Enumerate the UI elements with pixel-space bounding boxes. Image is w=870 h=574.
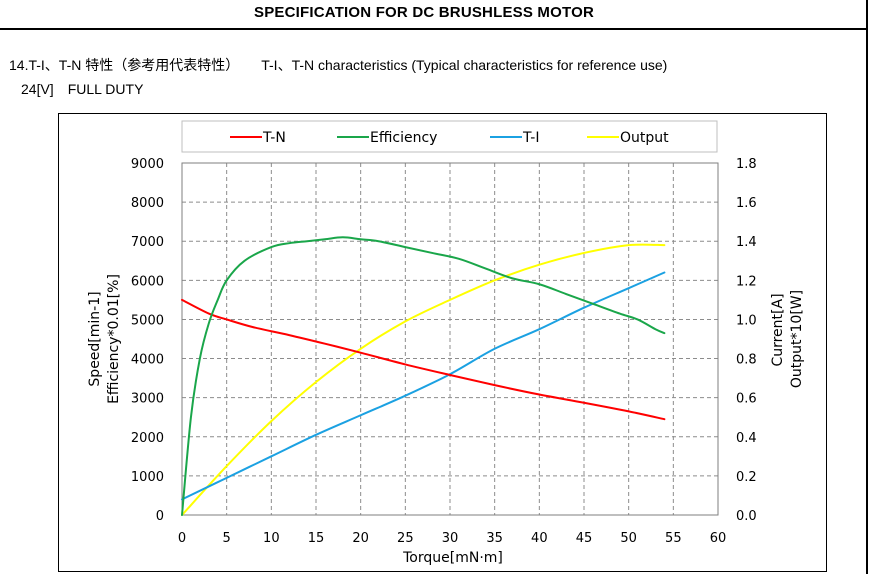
y-left-tick-label: 6000 bbox=[131, 274, 164, 289]
legend-label-t-n: T-N bbox=[262, 130, 286, 146]
y-right-tick-label: 1.8 bbox=[736, 157, 757, 172]
y-left-axis-label-speed: Speed[min-1] bbox=[87, 291, 103, 386]
x-tick-label: 35 bbox=[486, 531, 503, 546]
document-header: SPECIFICATION FOR DC BRUSHLESS MOTOR bbox=[0, 0, 868, 30]
plot-area-border bbox=[181, 162, 719, 516]
series-line-output bbox=[181, 243, 666, 516]
tick-labels: 0 5 10 15 20 25 30 35 40 45 50 55 60 0 1000 2000 3000 400… bbox=[131, 157, 757, 546]
y-left-tick-label: 4000 bbox=[131, 353, 164, 368]
voltage-label: 24[V] bbox=[21, 81, 54, 97]
grid-lines bbox=[182, 163, 718, 515]
y-left-tick-label: 7000 bbox=[131, 235, 164, 250]
y-right-tick-label: 1.4 bbox=[736, 235, 757, 250]
x-tick-label: 40 bbox=[531, 531, 548, 546]
legend-box bbox=[181, 120, 718, 153]
x-tick-label: 45 bbox=[576, 531, 593, 546]
test-condition: 24[V] FULL DUTY bbox=[21, 81, 143, 97]
x-tick-label: 25 bbox=[397, 531, 414, 546]
y-right-tick-label: 0.8 bbox=[736, 353, 757, 368]
x-tick-label: 60 bbox=[710, 531, 727, 546]
legend-label-t-i: T-I bbox=[522, 130, 539, 146]
y-right-tick-label: 0.2 bbox=[736, 470, 757, 485]
legend-label-output: Output bbox=[620, 130, 669, 146]
series-line-efficiency bbox=[181, 236, 666, 516]
section-heading-en: T-I、T-N characteristics (Typical charact… bbox=[261, 57, 668, 73]
duty-label: FULL DUTY bbox=[67, 81, 144, 97]
series-line-t-i bbox=[181, 271, 666, 501]
legend: T-N Efficiency T-I Output bbox=[181, 120, 718, 153]
y-left-tick-label: 5000 bbox=[131, 313, 164, 328]
y-left-tick-label: 9000 bbox=[131, 157, 164, 172]
x-tick-label: 0 bbox=[178, 531, 186, 546]
x-axis-label: Torque[mN·m] bbox=[402, 550, 503, 566]
legend-label-efficiency: Efficiency bbox=[370, 130, 437, 146]
chart-frame bbox=[58, 113, 827, 572]
y-right-tick-label: 1.6 bbox=[736, 196, 757, 211]
y-left-tick-label: 8000 bbox=[131, 196, 164, 211]
y-right-tick-label: 1.0 bbox=[736, 313, 757, 328]
x-tick-label: 30 bbox=[442, 531, 459, 546]
x-tick-label: 5 bbox=[223, 531, 231, 546]
y-right-tick-label: 0.4 bbox=[736, 431, 757, 446]
series-line-t-n bbox=[181, 298, 666, 421]
x-tick-label: 55 bbox=[665, 531, 682, 546]
document-title: SPECIFICATION FOR DC BRUSHLESS MOTOR bbox=[254, 4, 594, 21]
y-right-tick-label: 0.0 bbox=[736, 509, 757, 524]
y-left-tick-label: 3000 bbox=[131, 392, 164, 407]
series-layer bbox=[181, 236, 666, 516]
y-left-axis-label-efficiency: Efficiency*0.01[%] bbox=[106, 274, 122, 404]
y-right-axis-label-output: Output*10[W] bbox=[789, 290, 805, 388]
section-heading: 14.T-I、T-N 特性（参考用代表特性） T-I、T-N characteri… bbox=[9, 55, 667, 75]
x-tick-label: 10 bbox=[263, 531, 280, 546]
y-left-tick-label: 0 bbox=[156, 509, 164, 524]
x-tick-label: 15 bbox=[308, 531, 325, 546]
section-heading-jp: 14.T-I、T-N 特性（参考用代表特性） bbox=[9, 57, 240, 73]
y-left-tick-label: 2000 bbox=[131, 431, 164, 446]
x-tick-label: 20 bbox=[352, 531, 369, 546]
page-border-right bbox=[866, 30, 868, 574]
y-right-axis-label-current: Current[A] bbox=[770, 293, 786, 366]
x-tick-label: 50 bbox=[620, 531, 637, 546]
y-right-tick-label: 0.6 bbox=[736, 392, 757, 407]
y-left-tick-label: 1000 bbox=[131, 470, 164, 485]
y-right-tick-label: 1.2 bbox=[736, 274, 757, 289]
